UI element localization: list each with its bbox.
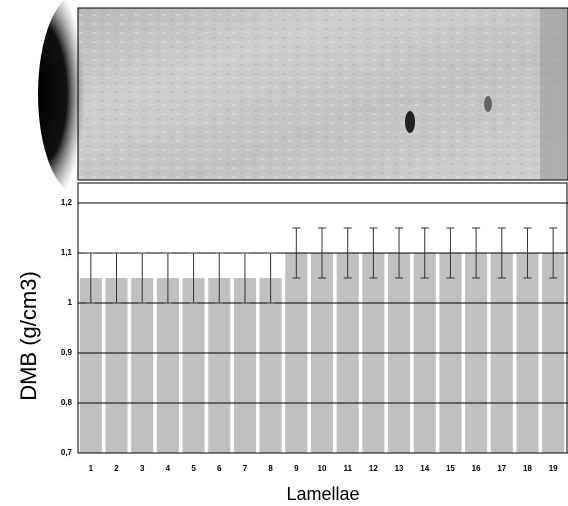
x-tick-label: 13 <box>395 464 404 473</box>
y-axis-title: DMB (g/cm3) <box>16 271 41 401</box>
error-bar <box>112 252 121 304</box>
y-tick-label: 0,9 <box>61 348 73 357</box>
error-bar <box>446 227 455 279</box>
error-bar <box>163 252 172 304</box>
x-tick-label: 10 <box>318 464 327 473</box>
y-tick-label: 0,8 <box>61 398 73 407</box>
x-tick-label: 19 <box>549 464 558 473</box>
error-bar <box>343 227 352 279</box>
error-bar <box>240 252 249 304</box>
x-tick-label: 2 <box>114 464 119 473</box>
bar <box>259 278 282 453</box>
bar <box>131 278 154 453</box>
x-axis-title: Lamellae <box>286 484 359 504</box>
bar <box>182 278 205 453</box>
error-bar <box>497 227 506 279</box>
x-tick-label: 6 <box>217 464 222 473</box>
x-tick-label: 4 <box>166 464 171 473</box>
x-tick-label: 12 <box>369 464 378 473</box>
bar <box>208 278 231 453</box>
error-bar <box>138 252 147 304</box>
error-bar <box>318 227 326 279</box>
x-tick-label: 18 <box>523 464 532 473</box>
error-bar <box>189 252 198 304</box>
error-bar <box>549 227 558 279</box>
bar <box>233 278 256 453</box>
error-bar <box>369 227 378 279</box>
error-bar <box>86 252 95 304</box>
x-tick-label: 1 <box>89 464 94 473</box>
x-tick-label: 9 <box>294 464 299 473</box>
x-tick-label: 17 <box>497 464 506 473</box>
y-tick-label: 0,7 <box>61 448 73 457</box>
x-tick-label: 14 <box>420 464 429 473</box>
x-tick-label: 8 <box>268 464 273 473</box>
error-bar <box>266 252 275 304</box>
x-tick-label: 16 <box>472 464 481 473</box>
error-bar <box>292 227 301 279</box>
x-tick-label: 7 <box>243 464 248 473</box>
bar <box>156 278 179 453</box>
error-bar <box>420 227 429 279</box>
x-tick-label: 5 <box>191 464 196 473</box>
error-bar <box>215 252 224 304</box>
y-tick-label: 1 <box>68 298 73 307</box>
error-bar <box>472 227 481 279</box>
bar <box>79 278 102 453</box>
error-bar <box>395 227 404 279</box>
y-tick-label: 1,1 <box>61 248 73 257</box>
x-tick-label: 3 <box>140 464 145 473</box>
bar <box>105 278 128 453</box>
x-tick-label: 15 <box>446 464 455 473</box>
x-tick-label: 11 <box>343 464 352 473</box>
error-bar <box>523 227 532 279</box>
specimen-image <box>38 0 568 194</box>
y-tick-label: 1,2 <box>61 198 73 207</box>
